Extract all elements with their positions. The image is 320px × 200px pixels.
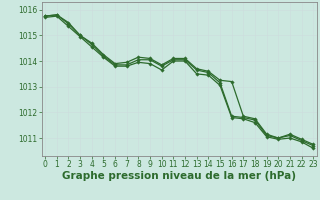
X-axis label: Graphe pression niveau de la mer (hPa): Graphe pression niveau de la mer (hPa) [62, 171, 296, 181]
